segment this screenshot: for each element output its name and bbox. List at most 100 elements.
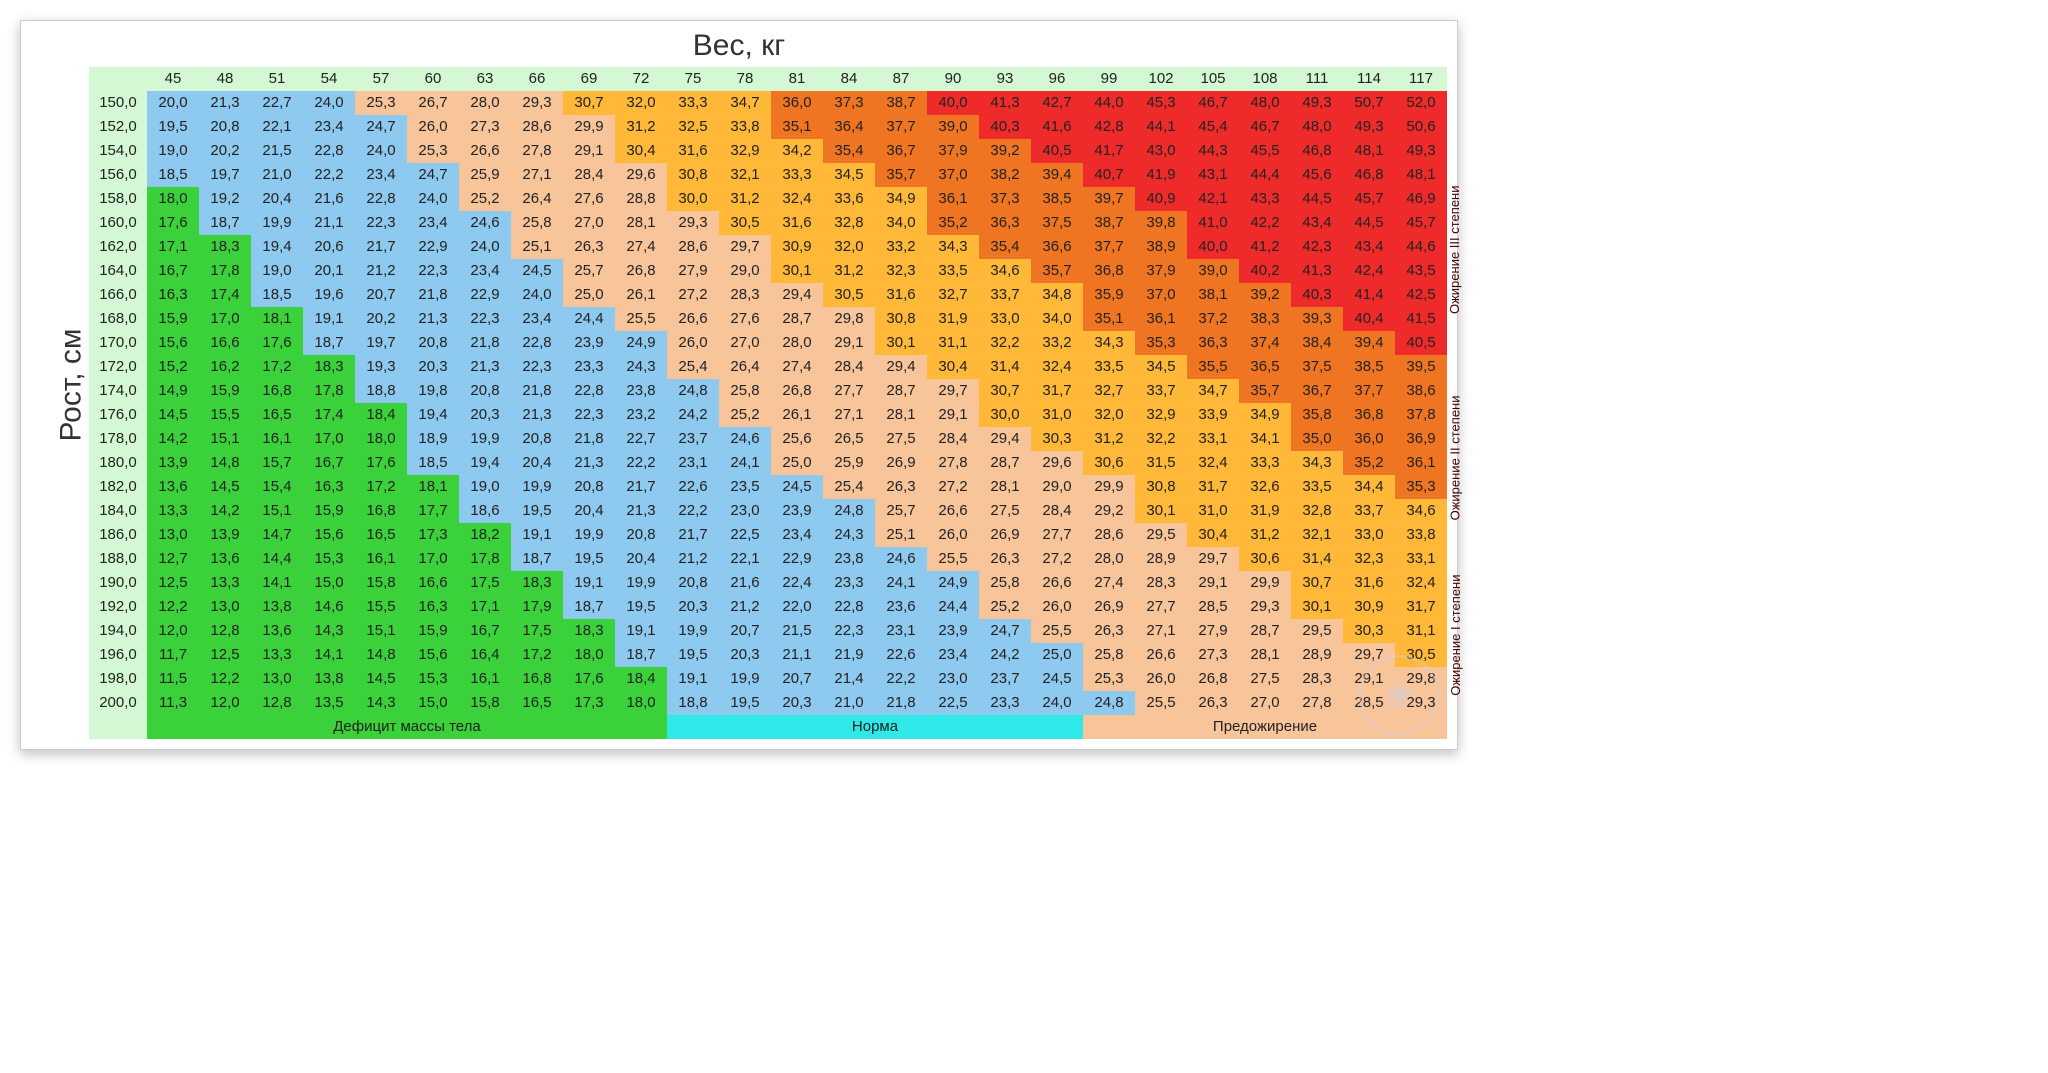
- weight-header: 69: [563, 67, 615, 91]
- bmi-cell: 46,8: [1343, 163, 1395, 187]
- height-header: 160,0: [89, 211, 147, 235]
- bmi-cell: 22,3: [407, 259, 459, 283]
- bmi-cell: 35,8: [1291, 403, 1343, 427]
- bmi-cell: 24,0: [1031, 691, 1083, 715]
- bmi-cell: 12,8: [199, 619, 251, 643]
- bmi-cell: 26,3: [563, 235, 615, 259]
- bmi-cell: 34,3: [1291, 451, 1343, 475]
- bmi-cell: 26,3: [1083, 619, 1135, 643]
- bmi-cell: 16,4: [459, 643, 511, 667]
- bmi-cell: 22,3: [459, 307, 511, 331]
- bmi-cell: 35,7: [1239, 379, 1291, 403]
- weight-header: 111: [1291, 67, 1343, 91]
- bmi-cell: 22,0: [771, 595, 823, 619]
- bmi-cell: 20,7: [355, 283, 407, 307]
- bmi-cell: 20,1: [303, 259, 355, 283]
- bmi-cell: 20,2: [199, 139, 251, 163]
- bmi-cell: 19,0: [251, 259, 303, 283]
- bmi-cell: 14,8: [355, 643, 407, 667]
- bmi-cell: 16,5: [511, 691, 563, 715]
- bmi-cell: 28,1: [875, 403, 927, 427]
- bmi-cell: 25,0: [1031, 643, 1083, 667]
- bmi-cell: 32,1: [1291, 523, 1343, 547]
- bmi-cell: 30,8: [1135, 475, 1187, 499]
- bmi-cell: 25,3: [1083, 667, 1135, 691]
- bmi-cell: 27,0: [719, 331, 771, 355]
- bmi-cell: 17,9: [511, 595, 563, 619]
- bmi-cell: 25,3: [407, 139, 459, 163]
- bmi-cell: 36,1: [927, 187, 979, 211]
- bmi-cell: 22,2: [615, 451, 667, 475]
- bmi-cell: 46,7: [1239, 115, 1291, 139]
- bmi-cell: 41,3: [979, 91, 1031, 115]
- bmi-cell: 45,6: [1291, 163, 1343, 187]
- bmi-cell: 21,8: [875, 691, 927, 715]
- bmi-cell: 24,9: [927, 571, 979, 595]
- bmi-cell: 33,3: [771, 163, 823, 187]
- bmi-cell: 17,3: [407, 523, 459, 547]
- bmi-cell: 22,7: [251, 91, 303, 115]
- bmi-cell: 29,6: [1031, 451, 1083, 475]
- bmi-cell: 16,7: [303, 451, 355, 475]
- bmi-cell: 33,3: [667, 91, 719, 115]
- bmi-cell: 26,8: [615, 259, 667, 283]
- bmi-cell: 31,0: [1187, 499, 1239, 523]
- bmi-cell: 20,7: [719, 619, 771, 643]
- bmi-cell: 27,8: [1291, 691, 1343, 715]
- bmi-cell: 34,8: [1031, 283, 1083, 307]
- bmi-cell: 18,4: [615, 667, 667, 691]
- bmi-cell: 29,5: [1291, 619, 1343, 643]
- bmi-cell: 22,8: [355, 187, 407, 211]
- bmi-cell: 21,7: [667, 523, 719, 547]
- bmi-cell: 24,1: [719, 451, 771, 475]
- bmi-cell: 15,1: [355, 619, 407, 643]
- bmi-cell: 25,2: [459, 187, 511, 211]
- bmi-cell: 25,8: [511, 211, 563, 235]
- bmi-cell: 33,5: [1291, 475, 1343, 499]
- weight-header: 108: [1239, 67, 1291, 91]
- bmi-cell: 16,8: [511, 667, 563, 691]
- height-header: 174,0: [89, 379, 147, 403]
- bmi-cell: 50,6: [1395, 115, 1447, 139]
- bmi-cell: 23,3: [823, 571, 875, 595]
- bmi-cell: 29,4: [979, 427, 1031, 451]
- bmi-cell: 26,0: [667, 331, 719, 355]
- bmi-cell: 27,5: [875, 427, 927, 451]
- bmi-cell: 37,8: [1395, 403, 1447, 427]
- bmi-cell: 19,5: [563, 547, 615, 571]
- height-header: 170,0: [89, 331, 147, 355]
- bmi-cell: 30,3: [1343, 619, 1395, 643]
- bmi-cell: 21,8: [563, 427, 615, 451]
- bmi-cell: 17,4: [303, 403, 355, 427]
- bmi-cell: 23,8: [615, 379, 667, 403]
- weight-header: 99: [1083, 67, 1135, 91]
- bmi-cell: 46,7: [1187, 91, 1239, 115]
- bmi-cell: 19,0: [459, 475, 511, 499]
- bmi-cell: 44,3: [1187, 139, 1239, 163]
- bmi-cell: 17,0: [199, 307, 251, 331]
- bmi-cell: 14,3: [355, 691, 407, 715]
- bmi-cell: 26,1: [771, 403, 823, 427]
- bmi-cell: 34,5: [1135, 355, 1187, 379]
- bmi-cell: 37,3: [979, 187, 1031, 211]
- bmi-cell: 19,9: [615, 571, 667, 595]
- bmi-cell: 17,5: [459, 571, 511, 595]
- bmi-cell: 24,0: [459, 235, 511, 259]
- bmi-cell: 16,3: [407, 595, 459, 619]
- bmi-cell: 34,5: [823, 163, 875, 187]
- bmi-cell: 35,2: [927, 211, 979, 235]
- bmi-cell: 28,1: [615, 211, 667, 235]
- bmi-cell: 18,3: [303, 355, 355, 379]
- bmi-chart: Вес, кг Рост, см 45485154576063666972757…: [20, 20, 1458, 750]
- bmi-cell: 43,3: [1239, 187, 1291, 211]
- bmi-cell: 26,3: [875, 475, 927, 499]
- bmi-cell: 24,2: [979, 643, 1031, 667]
- bmi-cell: 18,7: [199, 211, 251, 235]
- bmi-cell: 26,7: [407, 91, 459, 115]
- bmi-cell: 37,9: [927, 139, 979, 163]
- bmi-cell: 22,4: [771, 571, 823, 595]
- bmi-cell: 32,4: [771, 187, 823, 211]
- height-header: 194,0: [89, 619, 147, 643]
- bmi-cell: 17,8: [303, 379, 355, 403]
- bmi-cell: 31,2: [1239, 523, 1291, 547]
